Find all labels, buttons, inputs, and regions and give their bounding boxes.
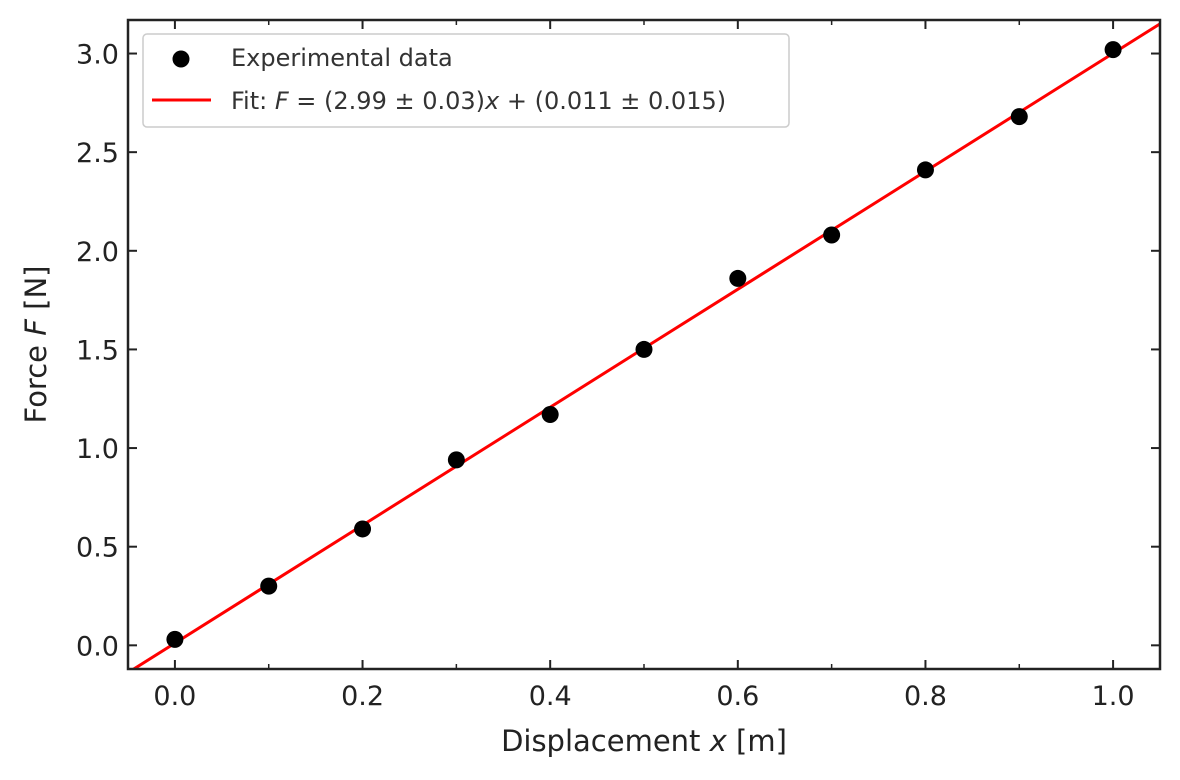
data-point [166, 630, 184, 648]
y-tick-label: 3.0 [76, 40, 119, 71]
legend-label-data-part: Experimental data [231, 44, 453, 72]
x-tick-label: 0.0 [153, 681, 196, 712]
legend-label-fit-part: + (0.011 ± 0.015) [499, 87, 726, 115]
data-point [1010, 108, 1028, 126]
data-point [541, 406, 559, 424]
x-axis-label-part: x [709, 724, 728, 758]
y-tick-label: 0.0 [76, 631, 119, 662]
axis-labels: Displacement x [m] Force F [N] [19, 266, 787, 758]
data-point [1104, 41, 1122, 59]
data-point [635, 340, 653, 358]
x-tick-label: 1.0 [1092, 681, 1135, 712]
ticks: 0.0 0.2 0.4 0.6 0.8 1.0 0.0 0.5 1.0 1.5 2.0 2.5 3.0 [76, 20, 1160, 712]
x-axis-label: Displacement x [m] [501, 724, 787, 758]
x-tick-label: 0.4 [529, 681, 572, 712]
data-point [729, 269, 747, 287]
legend-label-fit-part: x [484, 87, 500, 115]
legend: Experimental data Fit: F = (2.99 ± 0.03)x… [142, 33, 790, 128]
data-point [823, 226, 841, 244]
x-tick-label: 0.2 [341, 681, 384, 712]
y-axis-label-part: F [19, 318, 53, 336]
legend-box [142, 33, 790, 128]
data-point [354, 520, 372, 538]
x-tick-label: 0.6 [716, 681, 759, 712]
plot-area [130, 22, 1160, 669]
x-tick-label: 0.8 [904, 681, 947, 712]
legend-label-fit-part: = (2.99 ± 0.03) [289, 87, 485, 115]
x-axis-label-part: [m] [727, 724, 787, 758]
y-axis-label-part: Force [19, 336, 53, 424]
y-tick-label: 1.0 [76, 434, 119, 465]
y-axis-label: Force F [N] [19, 266, 53, 424]
data-point [260, 577, 278, 595]
y-axis-label-part: [N] [19, 266, 53, 320]
y-tick-label: 2.0 [76, 237, 119, 268]
x-axis-label-part: Displacement [501, 724, 710, 758]
y-tick-label: 0.5 [76, 533, 119, 564]
data-point [916, 161, 934, 179]
legend-label-fit: Fit: F = (2.99 ± 0.03)x + (0.011 ± 0.015… [231, 87, 726, 115]
legend-label-data: Experimental data [231, 44, 453, 72]
y-tick-label: 1.5 [76, 335, 119, 366]
y-tick-label: 2.5 [76, 138, 119, 169]
legend-marker-scatter [172, 50, 190, 68]
legend-label-fit-part: Fit: [231, 87, 275, 115]
data-point [447, 451, 465, 469]
legend-label-fit-part: F [275, 87, 290, 115]
